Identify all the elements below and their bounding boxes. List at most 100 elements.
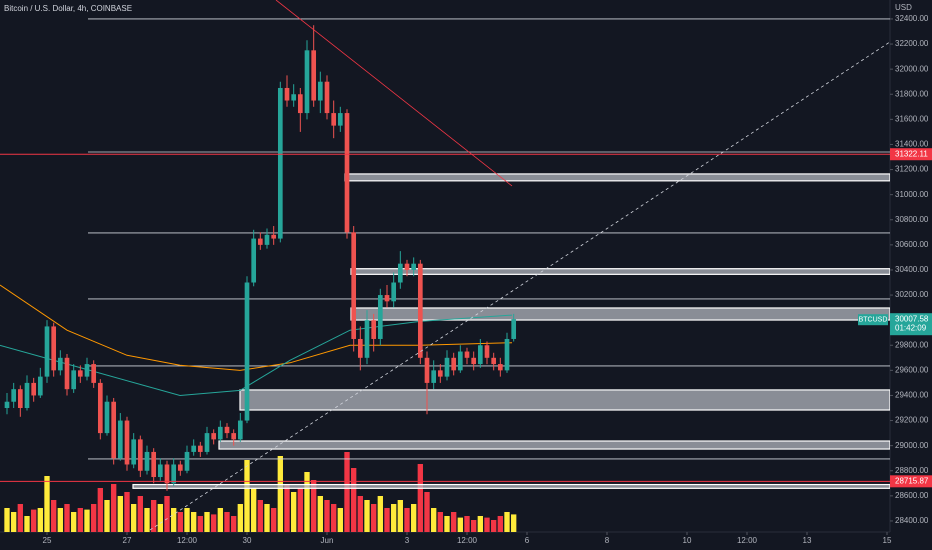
candle-body: [244, 282, 250, 421]
candle-body: [404, 263, 410, 270]
candle-body: [457, 351, 463, 371]
x-tick-label: 10: [683, 536, 692, 545]
volume-bar: [251, 488, 257, 532]
candle-body: [24, 382, 30, 409]
candle-body: [311, 50, 317, 101]
volume-bar: [451, 512, 457, 532]
candle-body: [257, 238, 263, 245]
y-tick-label: 29000.00: [895, 441, 929, 450]
x-tick-label: Jun: [321, 536, 334, 545]
x-tick-label: 15: [883, 536, 892, 545]
candle-body: [351, 232, 357, 339]
volume-bar: [224, 512, 230, 532]
volume-bar: [391, 504, 397, 532]
candle-body: [31, 382, 37, 396]
candle-body: [224, 426, 230, 434]
candle-body: [137, 439, 143, 471]
candle-body: [384, 295, 390, 302]
volume-bar: [177, 512, 183, 532]
x-tick-label: 25: [43, 536, 52, 545]
candle-body: [51, 326, 57, 371]
candle-body: [64, 357, 70, 390]
candle-body: [371, 320, 377, 339]
volume-bar: [137, 496, 143, 532]
candle-body: [217, 426, 223, 440]
volume-bar: [471, 520, 477, 532]
volume-bar: [297, 488, 303, 532]
y-tick-label: 30800.00: [895, 215, 929, 224]
candle-body: [471, 357, 477, 365]
volume-bar: [11, 512, 17, 532]
volume-bar: [337, 508, 343, 532]
y-tick-label: 32000.00: [895, 64, 929, 73]
y-tick-label: 28400.00: [895, 516, 929, 525]
candle-body: [97, 382, 103, 434]
candle-body: [304, 50, 310, 114]
volume-bar: [344, 452, 350, 532]
volume-bar: [111, 484, 117, 532]
volume-bar: [317, 496, 323, 532]
y-tick-label: 29400.00: [895, 391, 929, 400]
zone: [350, 307, 890, 321]
candle-body: [164, 464, 170, 484]
symbol-tag: [858, 314, 888, 326]
y-tick-label: 31000.00: [895, 190, 929, 199]
volume-bar: [217, 508, 223, 532]
candle-body: [84, 364, 90, 377]
volume-bar: [197, 516, 203, 532]
candle-body: [417, 263, 423, 358]
candle-body: [11, 389, 17, 402]
volume-bar: [511, 514, 517, 532]
axis-unit: USD: [895, 3, 912, 12]
last-price-tag: [890, 313, 932, 336]
volume-bar: [184, 508, 190, 532]
volume-bar: [104, 500, 110, 532]
volume-bar: [464, 516, 470, 532]
x-tick-label: 6: [525, 536, 530, 545]
volume-bar: [431, 508, 437, 532]
volume-bar: [271, 508, 277, 532]
candle-body: [331, 113, 337, 126]
trend-line: [275, 0, 513, 187]
candle-body: [451, 357, 457, 371]
candle-body: [297, 94, 303, 114]
volume-bar: [117, 496, 123, 532]
last-price-label: 30007.58: [895, 314, 929, 323]
candle-body: [291, 94, 297, 101]
candle-body: [37, 376, 43, 396]
candle-body: [117, 420, 123, 459]
candle-body: [511, 319, 517, 339]
candle-body: [344, 113, 350, 233]
candle-body: [504, 338, 510, 371]
zone: [132, 483, 890, 489]
candle-body: [411, 263, 417, 270]
volume-bar: [51, 500, 57, 532]
volume-bar: [284, 484, 290, 532]
volume-bar: [324, 500, 330, 532]
countdown-label: 01:42:09: [895, 323, 927, 332]
volume-bar: [131, 504, 137, 532]
candle-body: [391, 282, 397, 302]
y-tick-label: 31200.00: [895, 165, 929, 174]
candle-body: [204, 433, 210, 452]
zone: [344, 173, 890, 182]
y-tick-label: 29200.00: [895, 416, 929, 425]
volume-bar: [244, 460, 250, 532]
candle-body: [337, 113, 343, 126]
zone: [218, 440, 890, 450]
volume-bar: [497, 516, 503, 532]
volume-bar: [71, 512, 77, 532]
price-tag-label: 31322.11: [895, 149, 928, 158]
volume-bar: [144, 508, 150, 532]
x-tick-label: 27: [123, 536, 132, 545]
volume-bar: [17, 504, 23, 532]
volume-bar: [37, 508, 43, 532]
candle-body: [124, 420, 130, 465]
candle-body: [444, 357, 450, 377]
volume-bar: [211, 514, 217, 532]
volume-bar: [277, 456, 283, 532]
candle-body: [211, 433, 217, 440]
volume-bar: [484, 517, 490, 532]
candle-body: [424, 357, 430, 383]
price-tag-label: 28715.87: [895, 476, 929, 485]
